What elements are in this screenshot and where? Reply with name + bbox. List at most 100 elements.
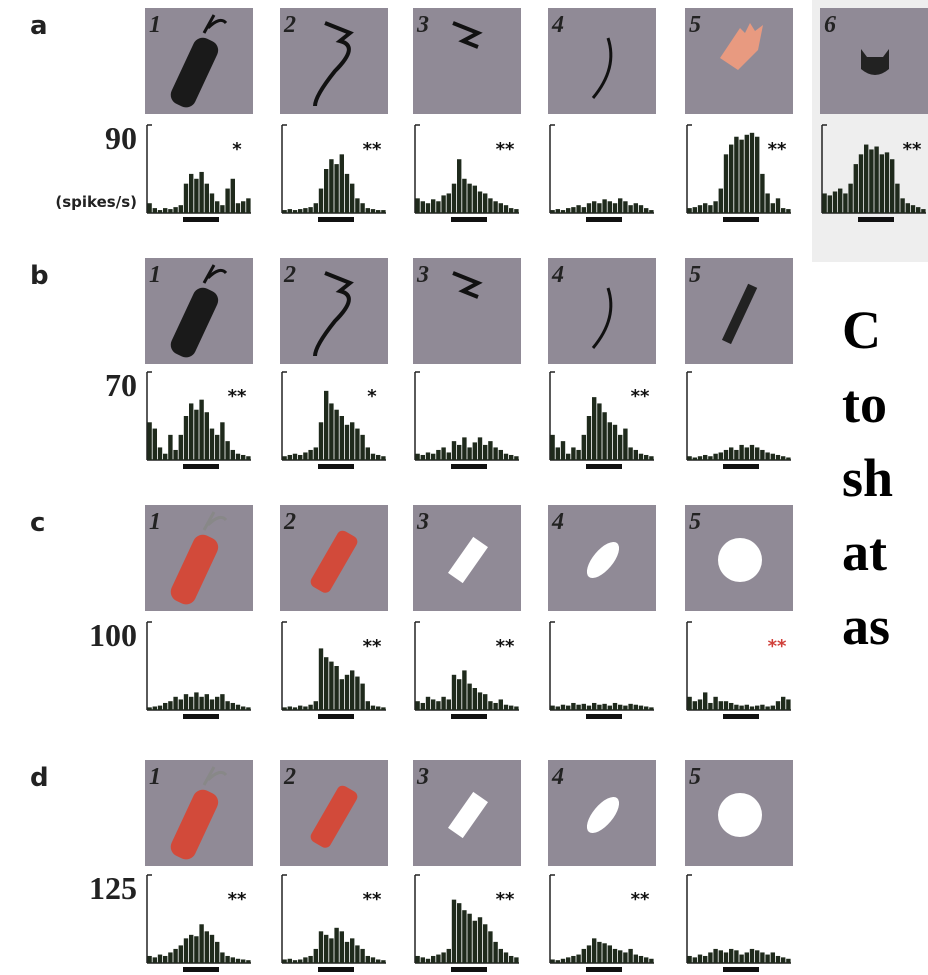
histogram-bar (334, 666, 339, 710)
stimulus-period (586, 464, 622, 469)
stimulus-shape (202, 264, 228, 284)
histogram-bar (713, 453, 718, 460)
histogram-bar (739, 705, 744, 710)
histogram-bar (415, 198, 420, 213)
histogram-bar (692, 207, 697, 213)
significance-stars: * (232, 139, 242, 160)
histogram-bar (441, 696, 446, 710)
histogram-bar (324, 934, 329, 963)
histogram-bar (633, 449, 638, 460)
histogram-bar (318, 422, 324, 460)
histogram-bar (183, 183, 189, 213)
significance-stars: ** (768, 139, 787, 160)
histogram-bar (147, 422, 152, 460)
histogram-bar (697, 699, 703, 710)
histogram-bar (436, 201, 441, 213)
histogram-bar (360, 683, 365, 710)
stimulus-period (858, 217, 894, 222)
histogram-bar (287, 706, 292, 710)
stimulus-shape (718, 793, 762, 837)
histogram-bar (509, 705, 514, 710)
side-text: C (842, 300, 881, 360)
histogram-bar (649, 707, 654, 710)
histogram-bar (282, 210, 287, 213)
significance-stars: ** (496, 139, 515, 160)
histogram-bar (209, 934, 215, 963)
stimulus-image (685, 505, 793, 611)
histogram-bar (723, 952, 729, 963)
histogram-bar (602, 412, 607, 460)
histogram-bar (215, 941, 220, 963)
histogram-bar (457, 159, 462, 213)
histogram-bar (597, 203, 602, 213)
significance-stars: ** (363, 889, 382, 910)
histogram-bar (581, 948, 586, 963)
histogram-bar (921, 209, 926, 213)
histogram-bar (498, 699, 503, 710)
histogram-bar (298, 705, 303, 710)
significance-stars: ** (496, 889, 515, 910)
histogram-bar (555, 706, 560, 710)
histogram-bar (209, 699, 215, 710)
histogram-bar (230, 702, 235, 710)
histogram-bar (298, 209, 303, 213)
histogram-bar (215, 434, 220, 460)
histogram-bar (550, 959, 555, 963)
histogram-bar (457, 679, 462, 710)
histogram-bar (350, 183, 355, 213)
histogram-bar (318, 188, 324, 213)
stimulus-image (548, 258, 656, 364)
histogram-bar (687, 955, 692, 963)
histogram-bar (623, 952, 628, 963)
histogram-bar (644, 706, 649, 710)
histogram-bar (697, 205, 703, 213)
histogram-bar (618, 950, 623, 963)
histogram-bar (581, 434, 586, 460)
stimulus-shape (310, 530, 358, 593)
histogram-bar (576, 449, 581, 460)
side-text: sh (842, 448, 893, 508)
histogram-bar (225, 701, 230, 710)
histogram-bar (602, 943, 607, 963)
histogram-bar (292, 210, 298, 213)
histogram-bar (241, 454, 246, 460)
stimulus-number: 1 (149, 764, 161, 790)
stimulus-period (451, 217, 487, 222)
histogram-bar (157, 447, 163, 460)
significance-stars: * (367, 386, 377, 407)
histogram-bar (282, 959, 287, 963)
histogram-bar (329, 661, 334, 710)
stimulus-period (723, 967, 759, 972)
histogram-bar (592, 397, 597, 460)
histogram-bar (318, 648, 324, 710)
histogram-bar (576, 205, 581, 213)
histogram-bar (708, 702, 713, 710)
stimulus-shape (861, 49, 889, 75)
histogram-bar (246, 960, 251, 963)
stimulus-number: 5 (689, 509, 701, 535)
histogram-bar (638, 955, 644, 963)
histogram-bar (287, 209, 292, 213)
stimulus-number: 6 (824, 12, 836, 38)
histogram-bar (350, 422, 355, 460)
histogram-bar (612, 948, 618, 963)
histogram-bar (370, 453, 376, 460)
histogram-bar (194, 409, 199, 460)
histogram-bar (183, 416, 189, 460)
histogram-bar (493, 447, 498, 460)
histogram-bar (462, 437, 467, 460)
histogram-bar (633, 203, 638, 213)
histogram-bar (381, 707, 386, 710)
histogram-bar (334, 164, 339, 213)
histogram-bar (183, 694, 189, 710)
histogram-bar (644, 454, 649, 460)
stimulus-shape (313, 271, 354, 357)
histogram-bar (467, 683, 472, 710)
histogram-bar (467, 183, 472, 213)
stimulus-image (548, 8, 656, 114)
histogram-bar (581, 207, 586, 213)
histogram-bar (618, 198, 623, 213)
histogram-bar (848, 183, 853, 213)
stimulus-number: 1 (149, 262, 161, 288)
